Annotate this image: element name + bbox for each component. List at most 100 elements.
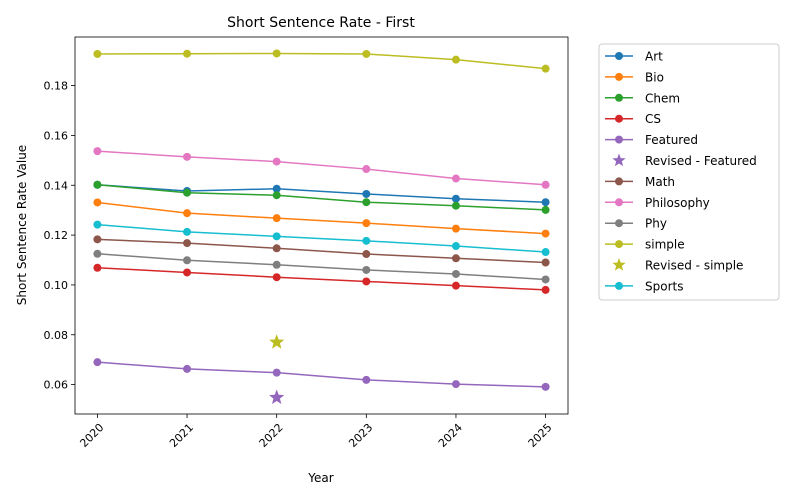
point-featured	[93, 358, 102, 367]
legend-label: Bio	[645, 70, 664, 84]
legend-entry: Revised - Featured	[612, 153, 757, 168]
point-art	[272, 184, 281, 193]
legend-marker	[615, 198, 623, 207]
legend-label: Chem	[645, 91, 680, 105]
legend-marker	[615, 114, 623, 123]
series-line-math	[97, 238, 546, 264]
point-cs	[272, 273, 281, 282]
point-phy	[272, 260, 281, 269]
point-revised-featured	[269, 389, 285, 405]
point-phy	[93, 249, 102, 258]
series-line-philosophy	[97, 150, 546, 186]
point-bio	[272, 214, 281, 223]
legend-entry: Revised - simple	[612, 258, 743, 273]
x-tick-label: 2023	[346, 421, 375, 450]
legend-entry: simple	[605, 238, 685, 252]
legend-label: Art	[645, 50, 663, 64]
point-cs	[183, 268, 192, 277]
legend-entry: CS	[605, 112, 661, 126]
chart-title: Short Sentence Rate - First	[227, 15, 415, 31]
legend-marker	[615, 135, 623, 144]
plot-area	[93, 49, 550, 405]
y-tick-label: 0.10	[44, 279, 69, 292]
point-math	[183, 239, 192, 248]
legend-marker	[612, 258, 626, 271]
legend-entry: Art	[605, 50, 663, 64]
point-phy	[362, 265, 371, 274]
legend-marker	[615, 177, 623, 186]
point-philosophy	[272, 157, 281, 166]
x-axis-label: Year	[307, 471, 333, 485]
point-simple	[93, 49, 102, 58]
point-chem	[272, 191, 281, 200]
point-cs	[541, 285, 550, 294]
y-tick-label: 0.12	[44, 229, 69, 242]
point-sports	[451, 242, 460, 251]
point-cs	[451, 281, 460, 290]
point-cs	[362, 277, 371, 286]
x-tick-label: 2020	[77, 421, 106, 450]
x-tick-label: 2024	[436, 421, 465, 450]
point-philosophy	[541, 180, 550, 189]
legend-marker	[615, 219, 623, 228]
legend-marker	[615, 52, 623, 60]
point-math	[93, 235, 102, 244]
x-tick-label: 2021	[167, 421, 196, 450]
legend-label: simple	[645, 238, 685, 252]
point-phy	[541, 275, 550, 284]
legend-label: CS	[645, 112, 661, 126]
series-line-sports	[97, 223, 546, 253]
point-philosophy	[362, 165, 371, 174]
point-sports	[272, 232, 281, 241]
legend-marker	[615, 72, 623, 81]
point-revised-simple	[269, 334, 285, 349]
point-philosophy	[183, 152, 192, 161]
legend-marker	[615, 281, 623, 290]
series-line-bio	[97, 201, 546, 235]
series-line-simple	[97, 52, 546, 70]
point-featured	[541, 382, 550, 391]
point-chem	[362, 198, 371, 207]
point-sports	[541, 248, 550, 257]
legend-marker	[615, 240, 623, 249]
point-simple	[541, 64, 550, 73]
point-phy	[451, 269, 460, 278]
point-simple	[183, 49, 192, 58]
legend-label: Sports	[645, 279, 683, 293]
legend-marker	[615, 93, 623, 102]
point-chem	[541, 205, 550, 214]
x-axis: 2020 2021 2022 2023 2024 2025	[77, 414, 555, 450]
point-featured	[451, 380, 460, 389]
point-bio	[93, 198, 102, 207]
point-sports	[183, 227, 192, 236]
legend-box	[598, 43, 780, 301]
point-bio	[541, 229, 550, 238]
point-philosophy	[451, 174, 460, 183]
legend-label: Philosophy	[645, 196, 710, 210]
legend: Art Bio Chem CS Featured Revised - Featured Ma…	[598, 43, 780, 301]
point-simple	[451, 55, 460, 64]
point-cs	[93, 263, 102, 272]
legend-entry: Bio	[605, 70, 664, 84]
legend-label: Math	[645, 175, 675, 189]
point-chem	[93, 180, 102, 189]
point-bio	[362, 219, 371, 228]
series-line-featured	[97, 361, 546, 388]
point-math	[362, 250, 371, 259]
legend-label: Revised - simple	[645, 259, 743, 273]
point-art	[362, 189, 371, 198]
y-axis: 0.06 0.08 0.10 0.12 0.14 0.16 0.18	[44, 80, 75, 392]
point-chem	[451, 201, 460, 210]
y-tick-label: 0.14	[44, 179, 69, 192]
legend-marker	[612, 153, 626, 167]
point-sports	[362, 236, 371, 245]
point-math	[451, 254, 460, 263]
point-bio	[451, 224, 460, 233]
y-axis-label: Short Sentence Rate Value	[15, 145, 29, 305]
y-tick-label: 0.16	[44, 129, 69, 142]
point-sports	[93, 220, 102, 229]
y-tick-label: 0.18	[44, 80, 69, 93]
legend-entry: Chem	[605, 91, 680, 105]
point-chem	[183, 188, 192, 197]
